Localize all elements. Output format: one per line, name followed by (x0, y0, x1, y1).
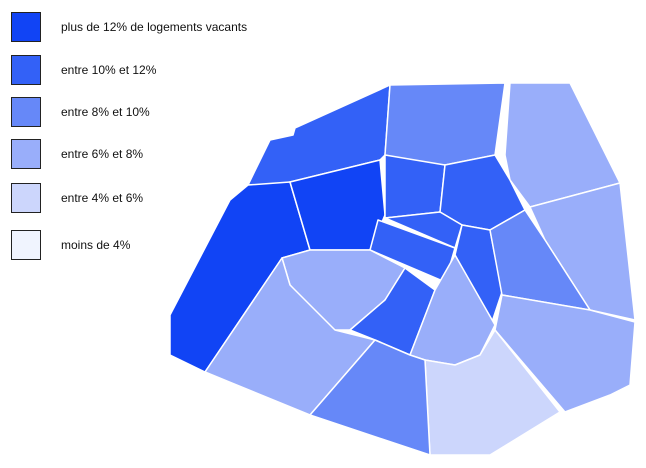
region-n[interactable] (384, 82, 506, 166)
legend-swatch (11, 139, 41, 169)
region-south[interactable] (424, 329, 561, 456)
legend-swatch (11, 97, 41, 127)
legend-item: entre 10% et 12% (11, 55, 271, 87)
legend-item: plus de 12% de logements vacants (11, 12, 271, 44)
legend-label: entre 10% et 12% (61, 63, 157, 77)
region-e[interactable] (529, 182, 636, 321)
legend-swatch (11, 230, 41, 260)
legend-swatch (11, 12, 41, 42)
region-south-west-2[interactable] (309, 339, 431, 456)
legend-label: entre 6% et 8% (61, 147, 144, 161)
legend-label: entre 4% et 6% (61, 191, 144, 205)
legend-label: entre 8% et 10% (61, 105, 150, 119)
legend-label: moins de 4% (61, 238, 131, 252)
legend-item: entre 8% et 10% (11, 97, 271, 129)
legend-swatch (11, 183, 41, 213)
legend-item: moins de 4% (11, 230, 271, 262)
region-east-inner[interactable] (489, 209, 591, 311)
legend-swatch (11, 55, 41, 85)
region-center-2[interactable] (454, 224, 503, 323)
legend-label: plus de 12% de logements vacants (61, 20, 248, 34)
legend-item: entre 6% et 8% (11, 139, 271, 171)
legend-item: entre 4% et 6% (11, 183, 271, 215)
region-center-north-1[interactable] (384, 154, 446, 219)
